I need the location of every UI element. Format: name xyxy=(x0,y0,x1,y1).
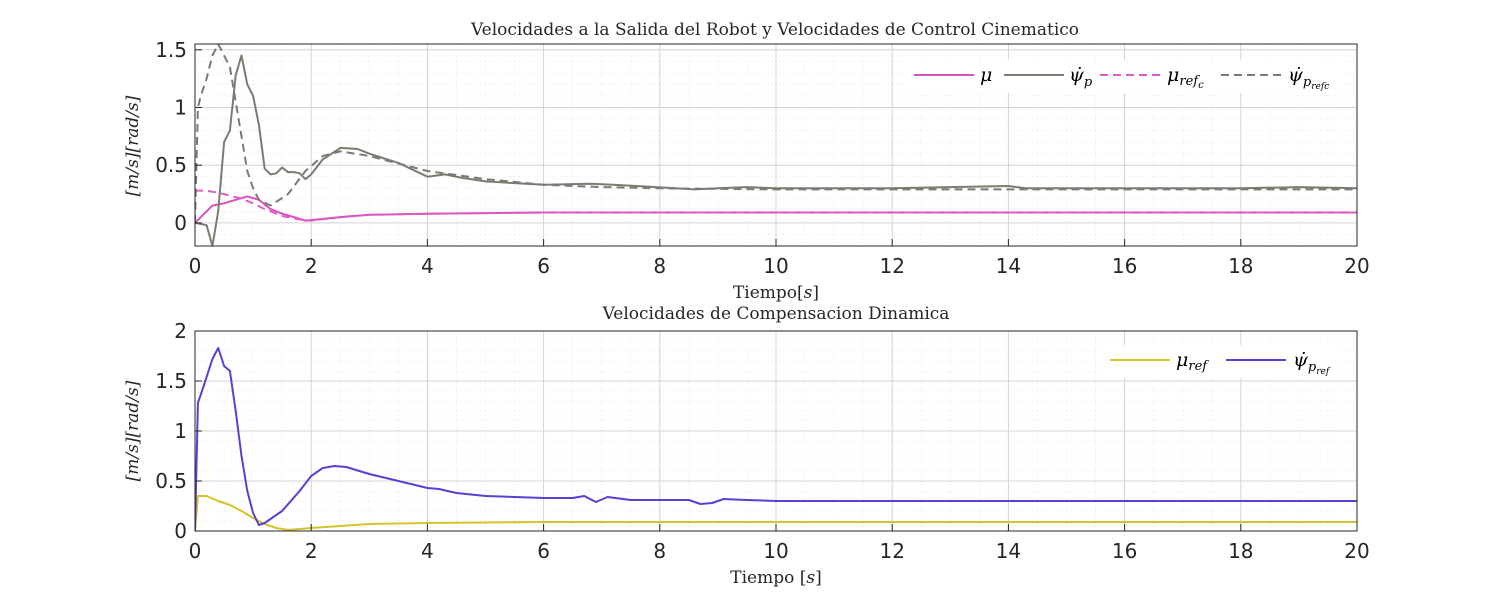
x-tick-label: 4 xyxy=(421,539,434,563)
chart-1-legend-box xyxy=(905,60,1342,93)
x-tick-label: 12 xyxy=(879,539,904,563)
chart-2-legend: μref ψ̇pref xyxy=(1104,345,1339,378)
x-tick-label: 14 xyxy=(996,254,1021,278)
chart-1-title: Velocidades a la Salida del Robot y Velo… xyxy=(470,20,1079,40)
x-tick-label: 10 xyxy=(763,539,788,563)
x-tick-label: 0 xyxy=(189,539,202,563)
y-tick-label: 0.5 xyxy=(155,153,187,177)
series-line-1-4 xyxy=(195,44,1357,223)
chart-1-ticks: 0 2 4 6 8 10 12 14 16 18 20 0 0.5 1 1.5 xyxy=(155,38,1370,278)
chart-2-xlabel-text: Tiempo [ xyxy=(730,568,806,588)
y-tick-label: 0 xyxy=(174,211,187,235)
x-tick-label: 12 xyxy=(879,254,904,278)
y-tick-label: 1 xyxy=(174,419,187,443)
chart-1-xlabel-text: Tiempo[ xyxy=(733,283,804,303)
chart-1-ylabel: [m/s][rad/s] xyxy=(123,95,143,196)
x-tick-label: 16 xyxy=(1112,254,1137,278)
x-tick-label: 18 xyxy=(1228,254,1253,278)
x-tick-label: 20 xyxy=(1344,254,1369,278)
legend-label-mu: μ xyxy=(980,64,992,86)
chart-2-series xyxy=(195,347,1357,531)
x-tick-label: 8 xyxy=(653,254,666,278)
series-line-2-1 xyxy=(195,495,1357,531)
x-tick-label: 18 xyxy=(1228,539,1253,563)
chart-2-title: Velocidades de Compensacion Dinamica xyxy=(602,304,950,324)
x-tick-label: 6 xyxy=(537,254,550,278)
y-tick-label: 1 xyxy=(174,95,187,119)
series-line-2-2 xyxy=(195,347,1357,531)
x-tick-label: 20 xyxy=(1344,539,1369,563)
chart-1-series xyxy=(195,44,1357,246)
chart-1: Velocidades a la Salida del Robot y Velo… xyxy=(123,20,1370,303)
x-tick-label: 8 xyxy=(653,539,666,563)
chart-2-legend-box xyxy=(1104,345,1339,378)
chart-1-xlabel-unit: s xyxy=(804,283,813,303)
x-tick-label: 0 xyxy=(189,254,202,278)
x-tick-label: 16 xyxy=(1112,539,1137,563)
x-tick-label: 2 xyxy=(305,539,318,563)
chart-1-legend: μ ψ̇p μrefc ψ̇prefc xyxy=(905,60,1342,93)
y-tick-label: 0 xyxy=(174,519,187,543)
y-tick-label: 1.5 xyxy=(155,38,187,62)
x-tick-label: 10 xyxy=(763,254,788,278)
chart-2-ylabel: [m/s][rad/s] xyxy=(123,380,143,481)
chart-2-xlabel: Tiempo [s] xyxy=(730,568,822,588)
chart-2-xlabel-close: ] xyxy=(815,568,822,588)
x-tick-label: 14 xyxy=(996,539,1021,563)
chart-1-xlabel: Tiempo[s] xyxy=(733,283,819,303)
chart-2-ticks: 0 2 4 6 8 10 12 14 16 18 20 0 0.5 1 1.5 2 xyxy=(155,319,1370,563)
y-tick-label: 2 xyxy=(174,319,187,343)
chart-1-xlabel-close: ] xyxy=(812,283,819,303)
y-tick-label: 1.5 xyxy=(155,369,187,393)
series-line-1-2 xyxy=(195,54,1357,246)
chart-2: Velocidades de Compensacion Dinamica 0 2 4… xyxy=(123,304,1370,588)
x-tick-label: 6 xyxy=(537,539,550,563)
y-tick-label: 0.5 xyxy=(155,469,187,493)
x-tick-label: 4 xyxy=(421,254,434,278)
chart-2-xlabel-unit: s xyxy=(806,568,815,588)
x-tick-label: 2 xyxy=(305,254,318,278)
